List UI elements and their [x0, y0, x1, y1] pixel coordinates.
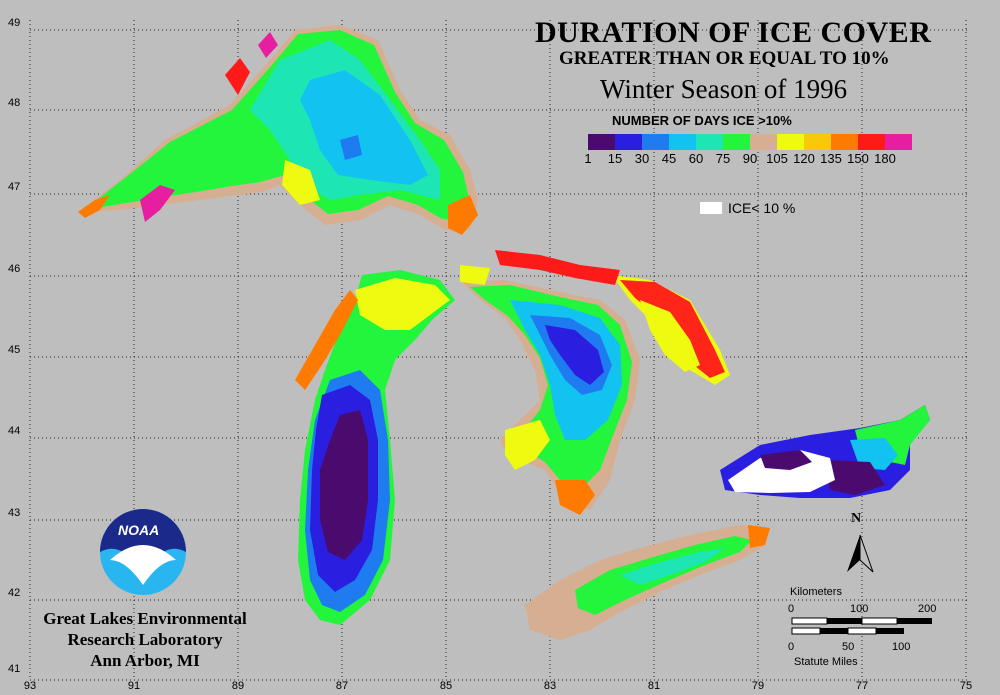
- lon-label: 85: [439, 680, 453, 692]
- legend-swatch: [669, 134, 696, 150]
- legend-tick-label: 150: [847, 151, 869, 166]
- legend-swatch: [777, 134, 804, 150]
- legend-tick-label: 120: [793, 151, 815, 166]
- legend-color-bar: [588, 134, 912, 150]
- legend-swatch: [750, 134, 777, 150]
- legend-tick-label: 180: [874, 151, 896, 166]
- lab-line-3: Ann Arbor, MI: [90, 651, 200, 670]
- lab-line-1: Great Lakes Environmental: [43, 609, 247, 628]
- season-label: Winter Season of 1996: [600, 74, 848, 104]
- noaa-logo-text: NOAA: [118, 522, 160, 538]
- legend-swatch: [642, 134, 669, 150]
- lake-huron: [460, 250, 730, 515]
- lon-label: 91: [127, 680, 141, 692]
- lat-label: 47: [8, 181, 21, 193]
- legend-tick-label: 105: [766, 151, 788, 166]
- km-tick: 0: [788, 603, 795, 615]
- lat-label: 42: [8, 587, 21, 599]
- north-label: N: [851, 511, 862, 526]
- legend-swatch: [831, 134, 858, 150]
- legend-swatch: [696, 134, 723, 150]
- legend-swatch: [885, 134, 912, 150]
- lab-line-2: Research Laboratory: [67, 630, 223, 649]
- km-label: Kilometers: [790, 586, 842, 598]
- lon-label: 79: [751, 680, 765, 692]
- legend-tick-label: 60: [688, 151, 704, 166]
- legend-tick-label: 90: [742, 151, 758, 166]
- map-subtitle: GREATER THAN OR EQUAL TO 10%: [559, 48, 890, 69]
- lat-label: 43: [8, 507, 21, 519]
- legend-title: NUMBER OF DAYS ICE >10%: [612, 113, 792, 128]
- lake-erie: [525, 525, 770, 640]
- legend-tick-label: 15: [607, 151, 623, 166]
- legend-ticks: 1 15 30 45 60 75 90 105 120 135 150 180: [580, 151, 940, 169]
- km-tick: 100: [850, 603, 869, 615]
- lat-label: 45: [8, 344, 21, 356]
- lat-label: 41: [8, 663, 21, 675]
- lab-name: Great Lakes Environmental Research Labor…: [30, 608, 260, 671]
- lon-label: 93: [23, 680, 37, 692]
- lat-label: 44: [8, 425, 21, 437]
- ice-label: ICE< 10 %: [728, 200, 796, 216]
- lat-label: 46: [8, 263, 21, 275]
- lon-label: 87: [335, 680, 349, 692]
- ice-swatch: [700, 202, 722, 214]
- lake-ontario: [720, 405, 930, 498]
- lat-label: 49: [8, 17, 21, 29]
- legend-swatch: [804, 134, 831, 150]
- legend-tick-label: 135: [820, 151, 842, 166]
- mi-tick: 100: [892, 641, 911, 653]
- lon-label: 89: [231, 680, 245, 692]
- km-tick: 200: [918, 603, 937, 615]
- lon-label: 75: [959, 680, 973, 692]
- mi-label: Statute Miles: [794, 656, 858, 668]
- scale-bar: [791, 617, 932, 635]
- legend-tick-label: 1: [584, 151, 592, 166]
- legend-tick-label: 30: [634, 151, 650, 166]
- north-arrow: [847, 534, 874, 573]
- legend-swatch: [615, 134, 642, 150]
- lat-label: 48: [8, 97, 21, 109]
- legend-tick-label: 45: [661, 151, 677, 166]
- lake-michigan: [295, 270, 455, 625]
- legend-swatch: [723, 134, 750, 150]
- legend-swatch: [588, 134, 615, 150]
- lake-superior: [78, 25, 478, 235]
- map-title: DURATION OF ICE COVER: [535, 16, 932, 49]
- lon-label: 77: [855, 680, 869, 692]
- mi-tick: 50: [842, 641, 855, 653]
- lon-label: 83: [543, 680, 557, 692]
- lon-label: 81: [647, 680, 661, 692]
- legend-swatch: [858, 134, 885, 150]
- legend-tick-label: 75: [715, 151, 731, 166]
- mi-tick: 0: [788, 641, 795, 653]
- noaa-logo: [100, 509, 186, 595]
